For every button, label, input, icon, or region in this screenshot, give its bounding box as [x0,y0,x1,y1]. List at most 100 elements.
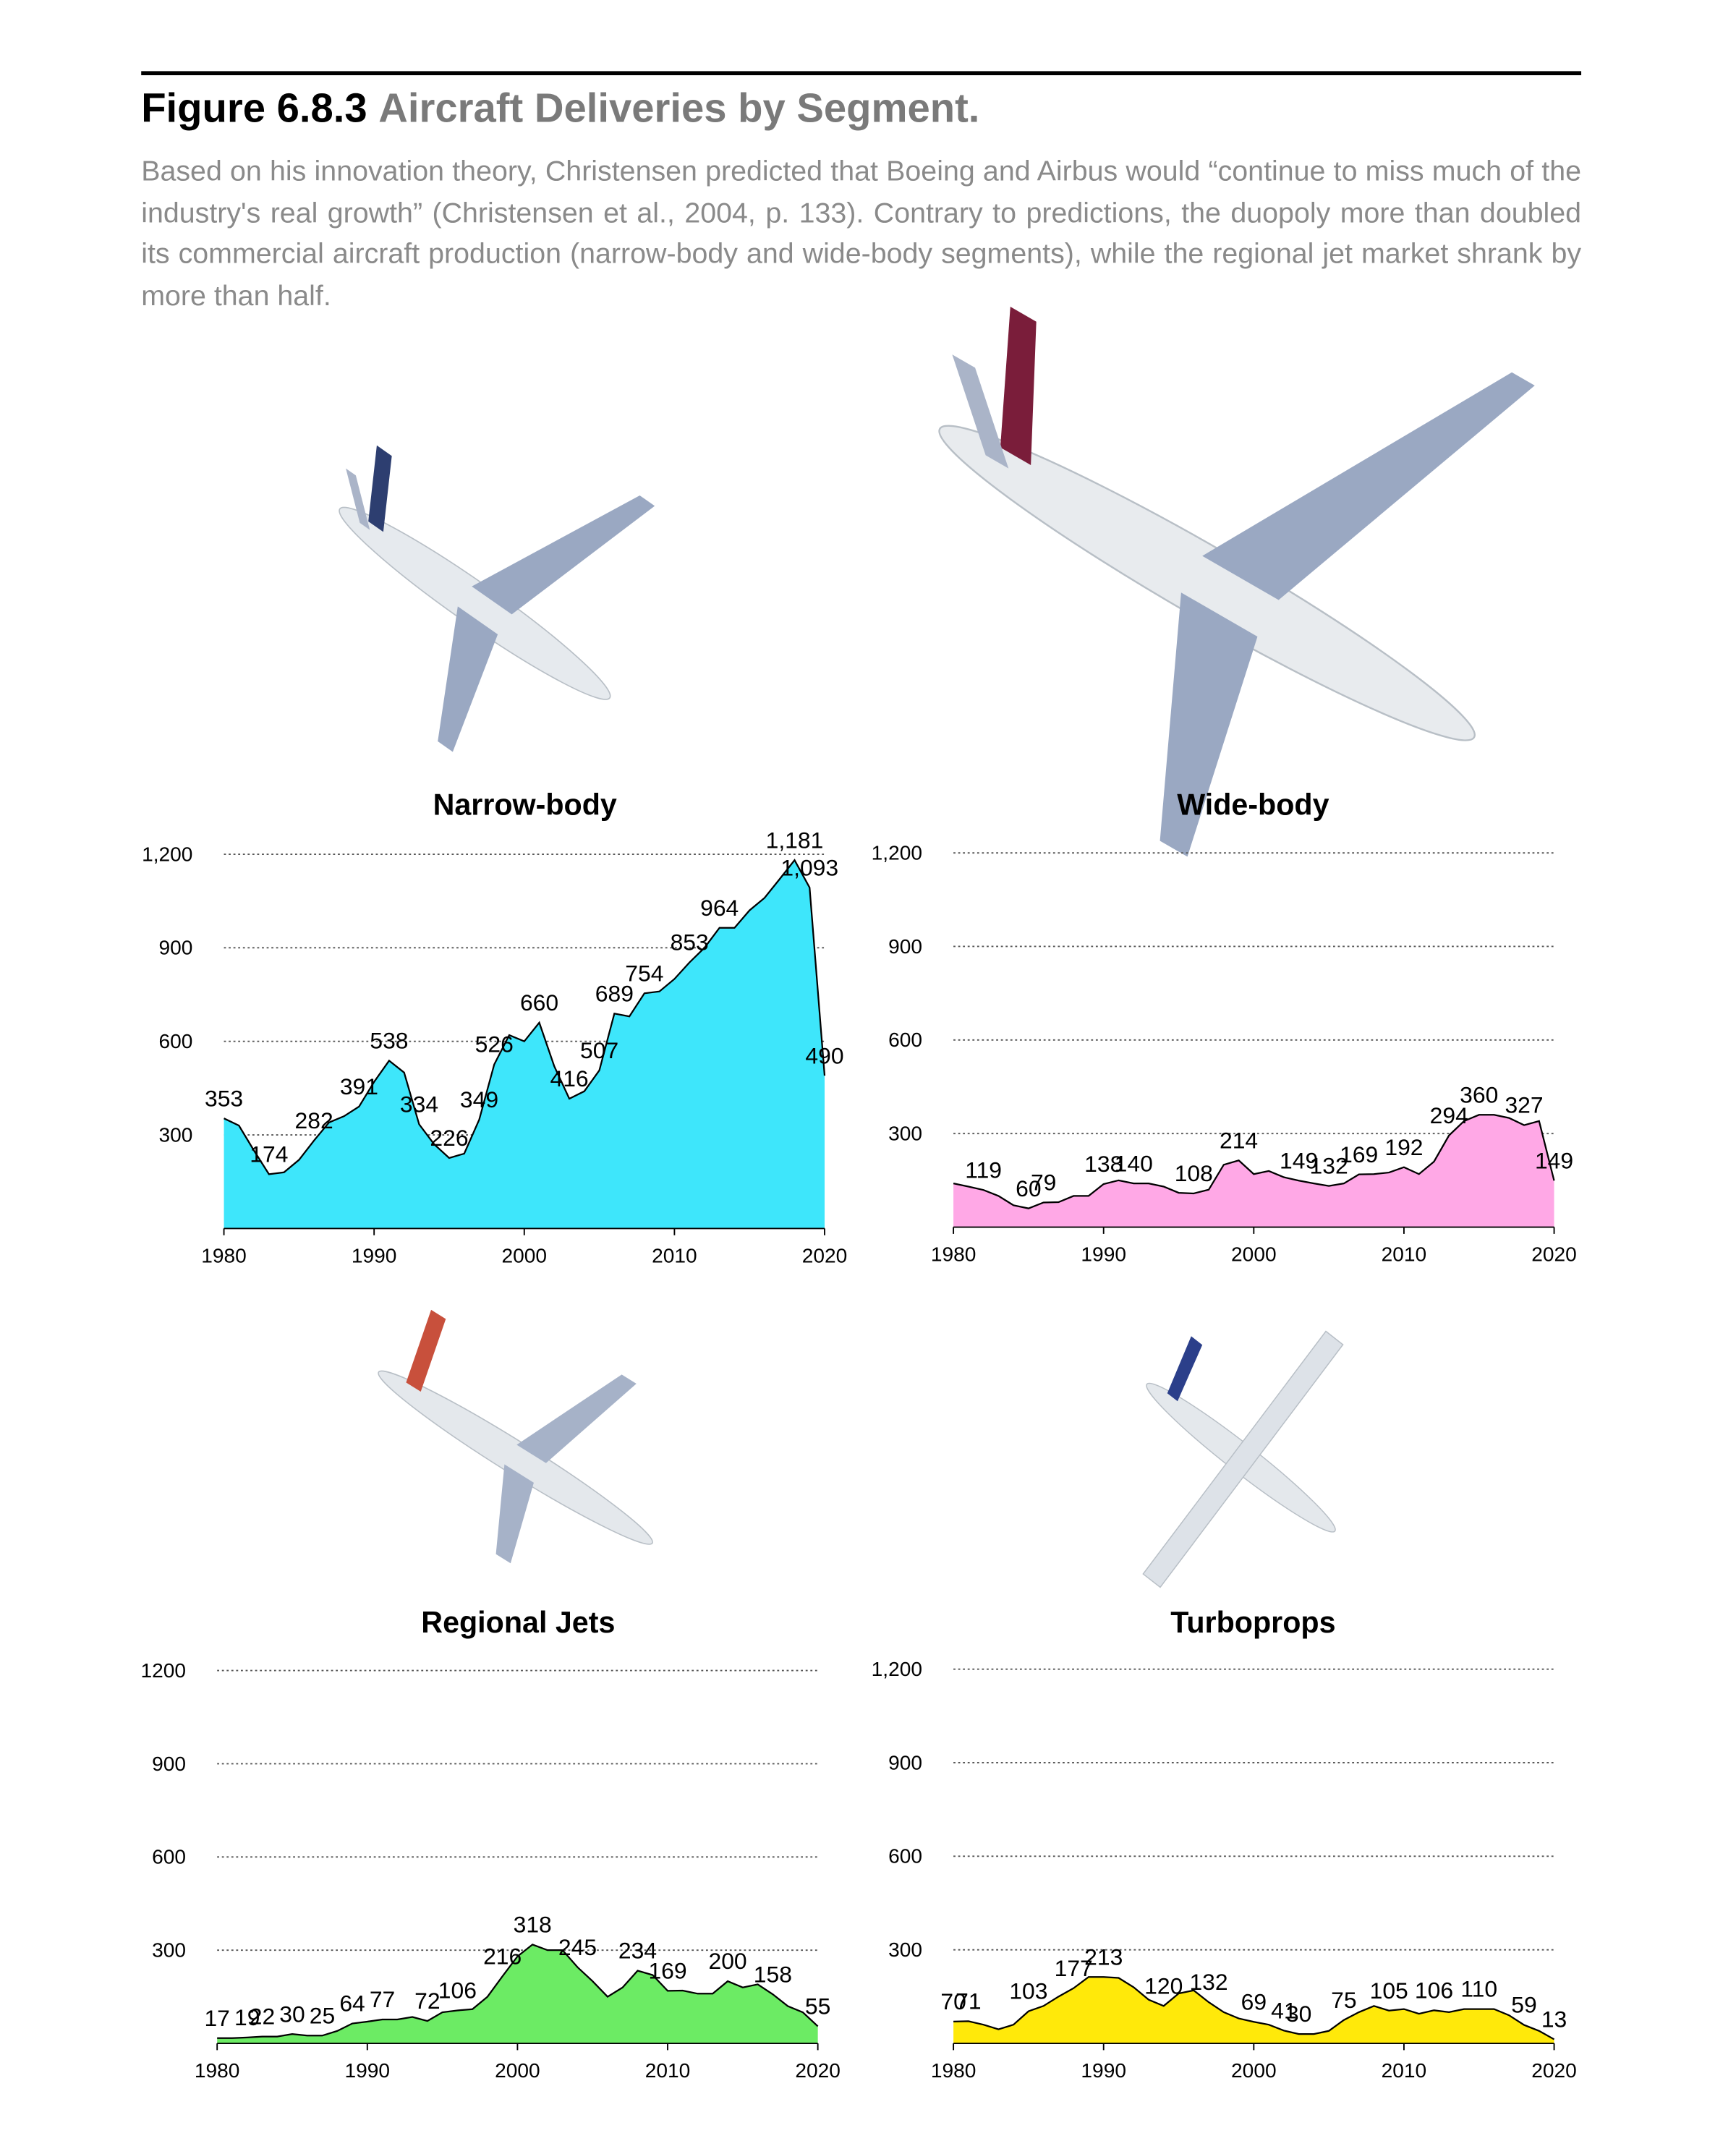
area-fill [224,860,825,1229]
data-label: 138 [1084,1151,1123,1177]
chart-title: Wide-body [1177,788,1329,822]
data-label: 106 [438,1978,477,2004]
data-label: 30 [1286,2001,1311,2027]
x-tick-label: 1980 [931,1243,977,1265]
x-tick-label: 2000 [1231,1243,1277,1265]
data-label: 41 [1271,1997,1296,2023]
y-tick-label: 300 [888,1938,922,1961]
data-label: 200 [708,1948,746,1974]
x-tick-label: 1990 [352,1244,397,1267]
area-line [953,1976,1555,2040]
data-label: 334 [400,1091,438,1118]
y-tick-label: 1200 [141,1659,187,1682]
data-label: 59 [1511,1992,1536,2018]
plane-regional [378,1309,653,1564]
data-label: 689 [595,980,634,1006]
data-label: 526 [475,1031,514,1057]
caption-box: Based on his innovation theory, Christen… [141,156,1582,312]
figure-heading: Figure 6.8.3 Aircraft Deliveries by Segm… [141,85,979,131]
area-fill [953,1115,1554,1227]
plane-turboprop [1142,1330,1344,1588]
x-tick-label: 2000 [495,2059,540,2082]
data-label: 140 [1115,1150,1153,1176]
x-tick-label: 1980 [195,2059,240,2082]
y-tick-label: 600 [888,1029,922,1051]
area-line [224,859,826,1175]
data-label: 13 [1541,2006,1567,2033]
x-tick-label: 2010 [652,1244,697,1267]
data-label: 234 [618,1938,657,1964]
chart-title: Regional Jets [421,1606,615,1639]
y-tick-label: 1,200 [872,1658,922,1680]
data-label: 294 [1430,1102,1468,1128]
y-tick-label: 300 [888,1123,922,1145]
data-label: 318 [514,1912,552,1938]
data-label: 391 [340,1073,378,1099]
y-tick-label: 300 [152,1939,186,1962]
data-label: 353 [205,1085,243,1111]
data-label: 108 [1175,1160,1213,1186]
data-label: 327 [1505,1092,1543,1118]
y-tick-label: 600 [888,1845,922,1868]
data-label: 79 [1031,1170,1056,1196]
data-label: 19 [234,2004,260,2030]
x-tick-label: 2020 [802,1244,848,1267]
y-tick-label: 1,200 [142,843,192,865]
data-label: 71 [956,1988,981,2014]
data-label: 169 [648,1958,686,1984]
area-fill [217,1944,818,2044]
data-label: 103 [1009,1978,1047,2004]
data-label: 30 [279,2001,305,2027]
data-label: 174 [250,1141,288,1167]
y-tick-label: 600 [159,1030,193,1052]
x-tick-label: 2010 [1382,2059,1427,2082]
data-label: 77 [370,1986,395,2012]
data-label: 25 [310,2002,335,2028]
plane-narrow [339,445,655,752]
data-label: 169 [1340,1141,1378,1167]
chart-title: Turboprops [1170,1606,1335,1639]
x-tick-label: 2010 [1382,1243,1427,1265]
data-label: 149 [1535,1147,1573,1173]
data-label: 214 [1220,1127,1258,1153]
data-label: 132 [1310,1153,1348,1179]
x-tick-label: 1980 [201,1244,247,1267]
data-label: 75 [1331,1987,1356,2013]
x-tick-label: 2020 [795,2059,841,2082]
figure-title: Aircraft Deliveries by Segment. [378,85,979,131]
data-label: 1,093 [780,854,838,880]
y-tick-label: 900 [888,1751,922,1774]
area-line [953,1114,1555,1209]
y-tick-label: 900 [152,1753,186,1775]
x-tick-label: 1990 [1081,2059,1126,2082]
data-label: 226 [430,1125,468,1151]
figure-number: Figure 6.8.3 [141,85,367,131]
data-label: 72 [414,1988,440,2014]
data-label: 22 [250,2004,275,2030]
chart-title: Narrow-body [433,788,617,822]
data-label: 660 [520,989,558,1016]
data-label: 64 [339,1991,365,2017]
data-label: 538 [370,1028,408,1054]
data-label: 70 [940,1988,966,2014]
x-tick-label: 2010 [645,2059,691,2082]
data-label: 754 [625,960,663,986]
x-tick-label: 1980 [931,2059,977,2082]
data-label: 216 [483,1943,522,1969]
caption: Based on his innovation theory, Christen… [141,156,1582,312]
data-label: 192 [1384,1134,1423,1160]
data-label: 132 [1189,1969,1227,1995]
data-label: 110 [1460,1976,1497,2002]
data-label: 349 [460,1086,498,1112]
data-label: 964 [700,895,739,921]
data-label: 120 [1144,1972,1183,1999]
data-label: 158 [754,1961,792,1987]
x-tick-label: 2020 [1531,2059,1577,2082]
data-label: 149 [1280,1147,1318,1173]
data-label: 853 [671,929,709,955]
y-tick-label: 1,200 [872,841,922,864]
